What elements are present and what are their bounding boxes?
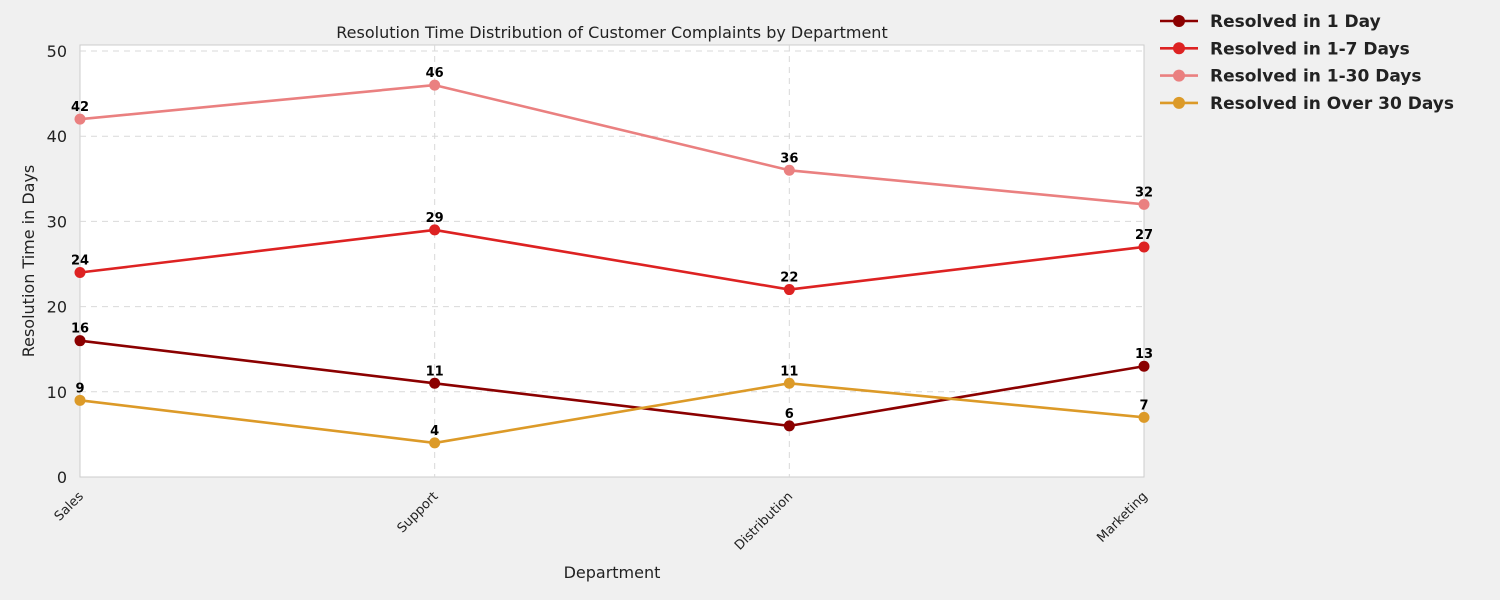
x-axis-label: Department — [564, 563, 661, 582]
data-point — [74, 394, 86, 406]
data-point — [1138, 198, 1150, 210]
data-label: 7 — [1139, 398, 1148, 413]
data-point — [429, 377, 441, 389]
y-tick-label: 50 — [47, 42, 67, 61]
series-line-2 — [78, 228, 1146, 291]
legend-marker — [1173, 96, 1185, 109]
data-label: 24 — [71, 254, 89, 269]
data-label: 16 — [71, 322, 89, 337]
legend-entry-label: Resolved in 1-7 Days — [1210, 39, 1410, 59]
y-axis-label: Resolution Time in Days — [19, 165, 38, 358]
series-line-1 — [78, 339, 1146, 428]
data-label: 32 — [1135, 185, 1153, 200]
data-point — [783, 284, 795, 296]
y-tick-label: 40 — [47, 127, 67, 146]
x-axis-ticks: Sales Support Distribution Marketing — [52, 489, 1151, 553]
data-label: 27 — [1135, 228, 1153, 243]
series-line-3 — [78, 83, 1146, 206]
data-label: 9 — [75, 381, 84, 396]
legend-entry-label: Resolved in Over 30 Days — [1210, 94, 1454, 114]
chart-title: Resolution Time Distribution of Customer… — [336, 23, 887, 42]
data-label: 46 — [426, 66, 444, 81]
data-label: 11 — [780, 364, 798, 379]
data-label: 29 — [426, 211, 444, 226]
x-tick-label-support: Support — [395, 489, 442, 536]
data-label: 13 — [1135, 347, 1153, 362]
data-labels: 16 11 6 13 24 29 22 27 42 46 36 32 9 4 11 7 — [71, 66, 1153, 439]
data-label: 6 — [785, 407, 794, 422]
legend-marker — [1173, 69, 1185, 82]
data-point — [1138, 241, 1150, 253]
legend-entry-label: Resolved in 1 Day — [1210, 12, 1381, 32]
y-tick-label: 20 — [47, 298, 67, 317]
legend-marker — [1173, 15, 1185, 27]
legend: Resolved in 1 Day Resolved in 1-7 Days Res… — [1160, 12, 1454, 114]
data-label: 36 — [780, 151, 798, 166]
data-label: 22 — [780, 271, 798, 286]
data-point — [783, 420, 795, 432]
data-point — [1138, 411, 1150, 423]
series-line-4 — [78, 381, 1146, 445]
data-points — [74, 79, 1150, 449]
legend-entry-label: Resolved in 1-30 Days — [1210, 67, 1422, 87]
data-point — [783, 377, 795, 389]
data-point — [74, 267, 86, 279]
x-tick-label-sales: Sales — [52, 489, 87, 524]
y-tick-label: 10 — [47, 383, 67, 402]
data-point — [74, 113, 86, 125]
data-label: 42 — [71, 100, 89, 115]
y-tick-label: 30 — [47, 212, 67, 231]
data-label: 11 — [426, 364, 444, 379]
data-point — [429, 79, 441, 91]
grid-lines — [80, 45, 1144, 477]
y-axis-ticks: 0 10 20 30 40 50 — [47, 42, 67, 487]
legend-marker — [1173, 42, 1185, 55]
x-tick-label-distribution: Distribution — [732, 489, 796, 553]
data-point — [74, 335, 86, 347]
data-point — [429, 437, 441, 449]
y-tick-label: 0 — [57, 468, 67, 487]
data-label: 4 — [430, 424, 439, 439]
data-point — [783, 164, 795, 176]
data-point — [1138, 360, 1150, 372]
data-point — [429, 224, 441, 236]
series-lines — [78, 83, 1146, 445]
x-tick-label-marketing: Marketing — [1094, 489, 1150, 545]
